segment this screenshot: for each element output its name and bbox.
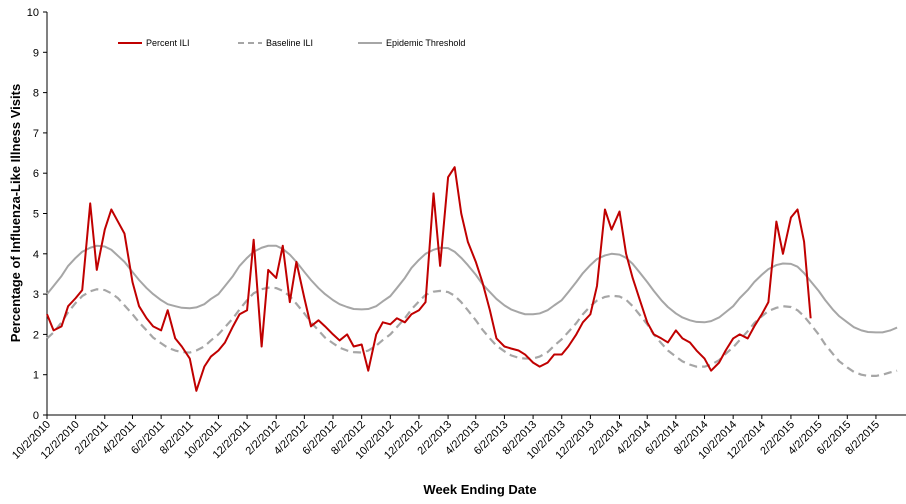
series-line	[46, 286, 898, 378]
y-tick-label: 2	[33, 329, 39, 341]
series-line	[46, 244, 898, 334]
y-tick-label: 0	[33, 410, 39, 422]
legend-label: Epidemic Threshold	[386, 38, 465, 48]
y-tick-label: 7	[33, 128, 39, 140]
y-tick-label: 4	[33, 249, 39, 261]
y-tick-label: 3	[33, 289, 39, 301]
y-tick-label: 9	[33, 47, 39, 59]
y-tick-label: 8	[33, 88, 39, 100]
legend-label: Percent ILI	[146, 38, 190, 48]
legend-label: Baseline ILI	[266, 38, 313, 48]
y-tick-label: 1	[33, 370, 39, 382]
y-tick-label: 5	[33, 209, 39, 221]
y-tick-label: 6	[33, 168, 39, 180]
series-line	[46, 166, 812, 392]
x-axis-label: Week Ending Date	[423, 482, 536, 497]
y-axis-label: Percentage of Influenza-Like Illness Vis…	[8, 84, 23, 342]
y-tick-label: 10	[27, 7, 39, 19]
